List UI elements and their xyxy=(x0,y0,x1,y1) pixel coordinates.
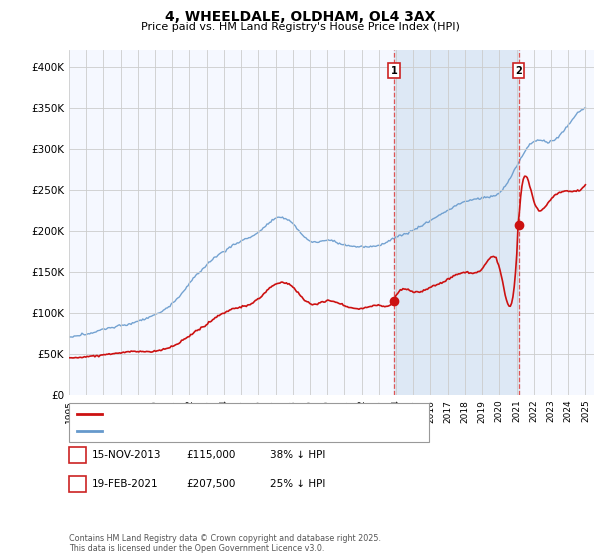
Text: 19-FEB-2021: 19-FEB-2021 xyxy=(92,479,158,489)
Text: 2: 2 xyxy=(74,479,81,489)
Text: 1: 1 xyxy=(391,66,397,76)
Text: Contains HM Land Registry data © Crown copyright and database right 2025.
This d: Contains HM Land Registry data © Crown c… xyxy=(69,534,381,553)
Text: £115,000: £115,000 xyxy=(186,450,235,460)
Text: 4, WHEELDALE, OLDHAM, OL4 3AX: 4, WHEELDALE, OLDHAM, OL4 3AX xyxy=(165,10,435,24)
Text: 1: 1 xyxy=(74,450,81,460)
Text: 15-NOV-2013: 15-NOV-2013 xyxy=(92,450,161,460)
Text: 38% ↓ HPI: 38% ↓ HPI xyxy=(270,450,325,460)
Text: 25% ↓ HPI: 25% ↓ HPI xyxy=(270,479,325,489)
Text: 2: 2 xyxy=(515,66,522,76)
Bar xyxy=(394,50,518,395)
Text: Price paid vs. HM Land Registry's House Price Index (HPI): Price paid vs. HM Land Registry's House … xyxy=(140,22,460,32)
Text: 4, WHEELDALE, OLDHAM, OL4 3AX (detached house): 4, WHEELDALE, OLDHAM, OL4 3AX (detached … xyxy=(105,409,365,419)
Text: HPI: Average price, detached house, Oldham: HPI: Average price, detached house, Oldh… xyxy=(105,426,324,436)
Text: £207,500: £207,500 xyxy=(186,479,235,489)
